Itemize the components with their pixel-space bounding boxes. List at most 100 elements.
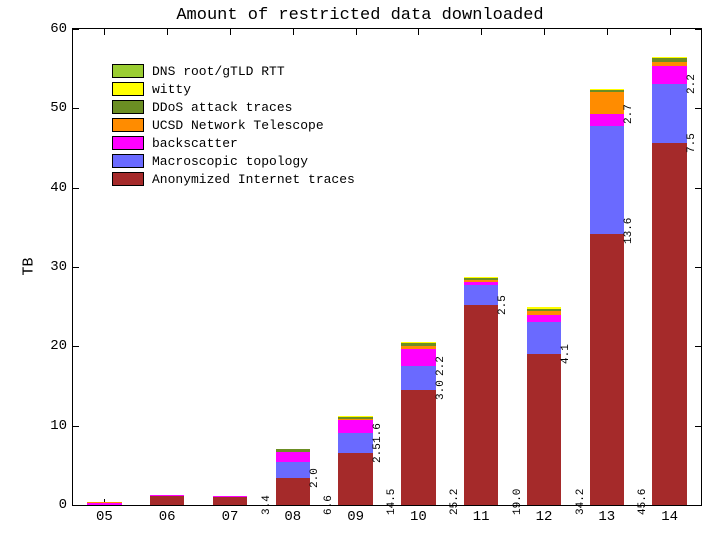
bar-segment-ddos xyxy=(464,277,499,279)
bar-segment-ucsd xyxy=(87,502,122,503)
y-tick xyxy=(695,346,701,347)
y-tick-label: 60 xyxy=(50,21,73,37)
bar-segment-ddos xyxy=(276,449,311,451)
chart-container: Amount of restricted data downloaded 010… xyxy=(0,0,720,540)
legend-label: Macroscopic topology xyxy=(152,154,308,169)
bar-segment-ucsd xyxy=(652,62,687,67)
x-tick-label: 05 xyxy=(96,505,113,525)
bar-segment-back xyxy=(527,315,562,322)
bar-segment-anon xyxy=(401,390,436,505)
x-tick xyxy=(356,29,357,35)
x-tick-label: 12 xyxy=(536,505,553,525)
legend-swatch xyxy=(112,100,144,114)
legend-item: Macroscopic topology xyxy=(112,152,355,170)
x-tick-label: 14 xyxy=(661,505,678,525)
bar-segment-macro xyxy=(401,366,436,390)
legend-item: witty xyxy=(112,80,355,98)
bar-segment-witty xyxy=(590,89,625,90)
value-label: 2.5 xyxy=(372,443,384,463)
value-label: 4.1 xyxy=(560,344,572,364)
legend-label: DNS root/gTLD RTT xyxy=(152,64,285,79)
bar-segment-ucsd xyxy=(464,280,499,282)
value-label: 2.2 xyxy=(686,74,698,94)
value-label: 2.5 xyxy=(497,295,509,315)
legend-item: DNS root/gTLD RTT xyxy=(112,62,355,80)
y-tick-label: 0 xyxy=(59,497,73,513)
bar-segment-macro xyxy=(652,84,687,144)
x-tick xyxy=(104,29,105,35)
y-tick xyxy=(695,267,701,268)
bar-segment-back xyxy=(464,282,499,285)
x-tick-label: 13 xyxy=(598,505,615,525)
bar-segment-back xyxy=(150,495,185,496)
legend-swatch xyxy=(112,82,144,96)
y-tick xyxy=(73,346,79,347)
bar-segment-witty xyxy=(652,57,687,59)
y-tick xyxy=(695,29,701,30)
x-tick-label: 09 xyxy=(347,505,364,525)
bar-segment-ddos xyxy=(401,343,436,346)
legend-item: DDoS attack traces xyxy=(112,98,355,116)
legend-label: backscatter xyxy=(152,136,238,151)
y-tick xyxy=(73,108,79,109)
x-tick-label: 08 xyxy=(284,505,301,525)
bar-segment-ucsd xyxy=(527,311,562,314)
x-tick-label: 10 xyxy=(410,505,427,525)
y-tick xyxy=(73,505,79,506)
y-tick-label: 50 xyxy=(50,100,73,116)
x-tick xyxy=(418,29,419,35)
x-tick xyxy=(481,29,482,35)
y-tick-label: 40 xyxy=(50,180,73,196)
x-tick xyxy=(544,29,545,35)
x-tick-label: 07 xyxy=(222,505,239,525)
bar-segment-back xyxy=(338,420,373,433)
legend-swatch xyxy=(112,64,144,78)
bar-segment-ddos xyxy=(590,90,625,92)
y-tick-label: 10 xyxy=(50,418,73,434)
legend: DNS root/gTLD RTT wittyDDoS attack traces… xyxy=(112,62,355,188)
legend-swatch xyxy=(112,136,144,150)
value-label: 2.7 xyxy=(623,104,635,124)
value-label: 25.2 xyxy=(449,489,461,515)
bar-segment-anon xyxy=(338,453,373,505)
bar-segment-macro xyxy=(464,285,499,305)
value-label: 7.5 xyxy=(686,133,698,153)
bar-segment-macro xyxy=(590,126,625,234)
y-tick xyxy=(695,188,701,189)
value-label: 34.2 xyxy=(575,489,587,515)
bar-segment-back xyxy=(401,349,436,366)
value-label: 3.4 xyxy=(261,495,273,515)
value-label: 2.0 xyxy=(309,468,321,488)
bar-segment-ddos xyxy=(527,309,562,311)
legend-item: UCSD Network Telescope xyxy=(112,116,355,134)
value-label: 13.6 xyxy=(623,217,635,243)
bar-segment-back xyxy=(87,503,122,505)
bar-segment-back xyxy=(652,66,687,83)
x-tick-label: 11 xyxy=(473,505,490,525)
y-tick-label: 20 xyxy=(50,338,73,354)
value-label: 6.6 xyxy=(323,495,335,515)
value-label: 2.2 xyxy=(435,356,447,376)
y-axis-label: TB xyxy=(21,257,38,275)
legend-item: Anonymized Internet traces xyxy=(112,170,355,188)
x-tick-label: 06 xyxy=(159,505,176,525)
bar-segment-ucsd xyxy=(401,346,436,348)
bar-segment-anon xyxy=(652,143,687,505)
bar-segment-ddos xyxy=(652,58,687,61)
x-tick xyxy=(670,29,671,35)
bar-segment-witty xyxy=(527,307,562,309)
value-label: 1.6 xyxy=(372,423,384,443)
bar-segment-witty xyxy=(464,277,499,278)
legend-label: UCSD Network Telescope xyxy=(152,118,324,133)
bar-segment-ddos xyxy=(338,417,373,419)
y-tick-label: 30 xyxy=(50,259,73,275)
legend-label: witty xyxy=(152,82,191,97)
y-tick xyxy=(695,505,701,506)
bar-segment-anon xyxy=(276,478,311,505)
legend-item: backscatter xyxy=(112,134,355,152)
bar-segment-anon xyxy=(590,234,625,505)
x-tick xyxy=(230,29,231,35)
legend-swatch xyxy=(112,154,144,168)
y-tick xyxy=(73,267,79,268)
value-label: 45.6 xyxy=(637,489,649,515)
